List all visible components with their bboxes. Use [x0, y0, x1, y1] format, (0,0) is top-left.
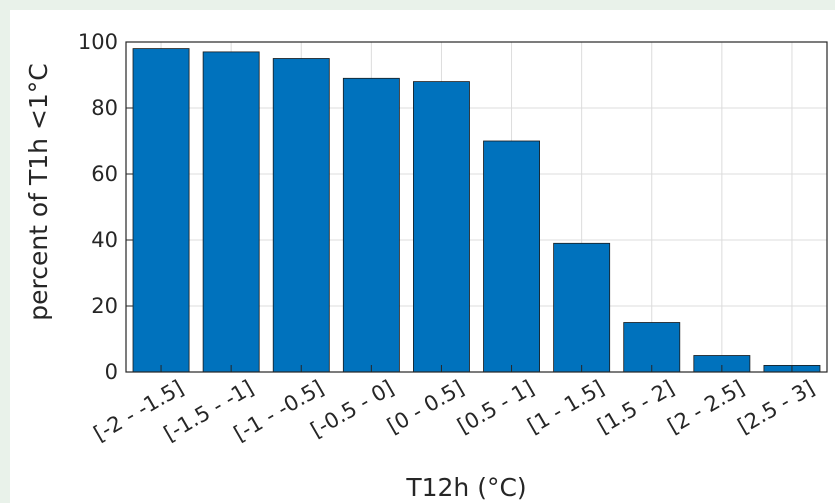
y-tick-label: 80	[91, 96, 118, 120]
bar	[132, 48, 190, 373]
bars	[132, 48, 821, 373]
axes-box	[125, 41, 828, 373]
y-tick-label: 0	[105, 360, 118, 384]
bar	[483, 140, 540, 373]
bar	[413, 81, 470, 373]
x-axis-ticks: [-2 - -1.5][-1.5 - -1][-1 - -0.5][-0.5 -…	[90, 365, 819, 446]
x-tick-label: [1 - 1.5]	[523, 376, 608, 439]
y-axis-ticks: 0 20 40 60 80 100	[78, 30, 133, 384]
bar	[272, 58, 330, 373]
x-tick-label: [2.5 - 3]	[734, 376, 819, 439]
x-tick-label: [0 - 0.5]	[383, 376, 468, 439]
x-tick-label: [1.5 - 2]	[593, 376, 678, 439]
y-tick-label: 40	[91, 228, 118, 252]
x-axis-label: T12h (°C)	[405, 473, 526, 502]
bar	[202, 51, 260, 373]
y-tick-label: 100	[78, 30, 118, 54]
y-axis-label: percent of T1h <1°C	[24, 63, 53, 321]
bar	[342, 77, 400, 373]
bar	[553, 242, 611, 373]
x-tick-label: [0.5 - 1]	[453, 376, 538, 439]
y-tick-label: 20	[91, 294, 118, 318]
bar	[623, 322, 681, 373]
x-tick-label: [2 - 2.5]	[664, 376, 749, 439]
y-tick-label: 60	[91, 162, 118, 186]
